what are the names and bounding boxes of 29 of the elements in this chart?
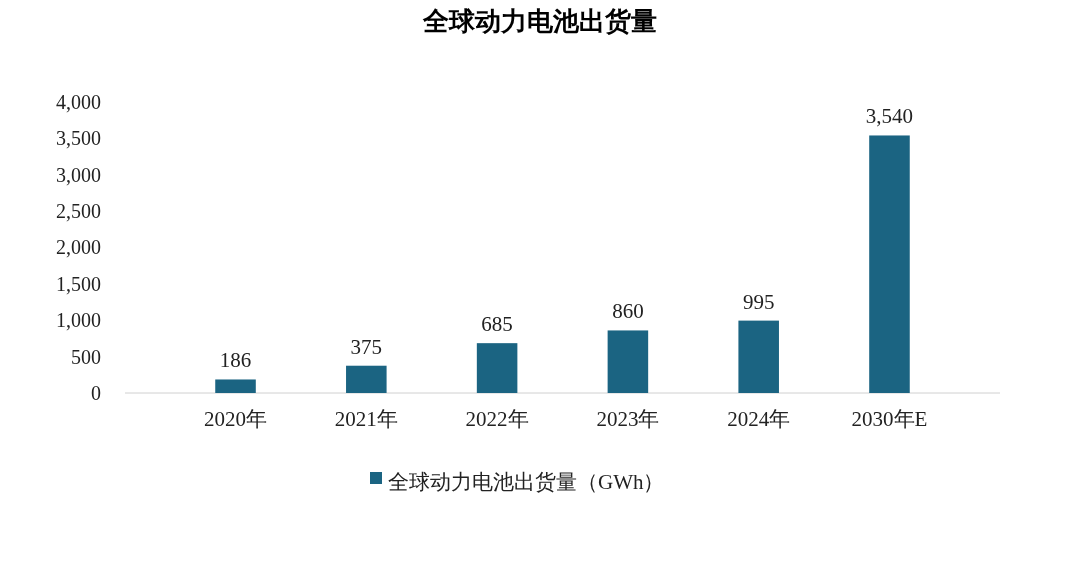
x-tick-label: 2024年 — [727, 406, 791, 431]
bar — [869, 135, 910, 393]
bar — [346, 365, 387, 393]
y-tick-label: 1,500 — [56, 272, 101, 295]
legend-label: 全球动力电池出货量（GWh） — [388, 469, 665, 494]
y-tick-label: 0 — [91, 381, 101, 404]
text: 186 — [219, 348, 252, 373]
y-tick-label: 2,500 — [56, 200, 101, 223]
text: 995 — [742, 289, 775, 314]
y-tick-label: 500 — [71, 345, 101, 368]
x-tick-label: 2030年E — [851, 406, 928, 431]
text: 3,540 — [865, 104, 914, 129]
y-tick-label: 4,000 — [56, 90, 101, 113]
x-tick-label: 2023年 — [596, 406, 660, 431]
y-tick-label: 1,000 — [56, 309, 101, 332]
chart-title: 全球动力电池出货量 — [422, 7, 657, 36]
x-tick-label: 2022年 — [465, 406, 529, 431]
x-tick-label: 2021年 — [334, 406, 398, 431]
text: 860 — [612, 299, 644, 324]
y-tick-label: 3,000 — [56, 163, 101, 186]
text: 375 — [350, 334, 383, 359]
bar — [738, 320, 779, 393]
x-tick-label: 2020年 — [204, 406, 268, 431]
y-tick-label: 3,500 — [56, 127, 101, 150]
text: 685 — [481, 312, 513, 337]
y-tick-label: 2,000 — [56, 236, 101, 259]
bar — [215, 379, 256, 393]
bar — [607, 330, 649, 393]
bar — [476, 343, 518, 393]
